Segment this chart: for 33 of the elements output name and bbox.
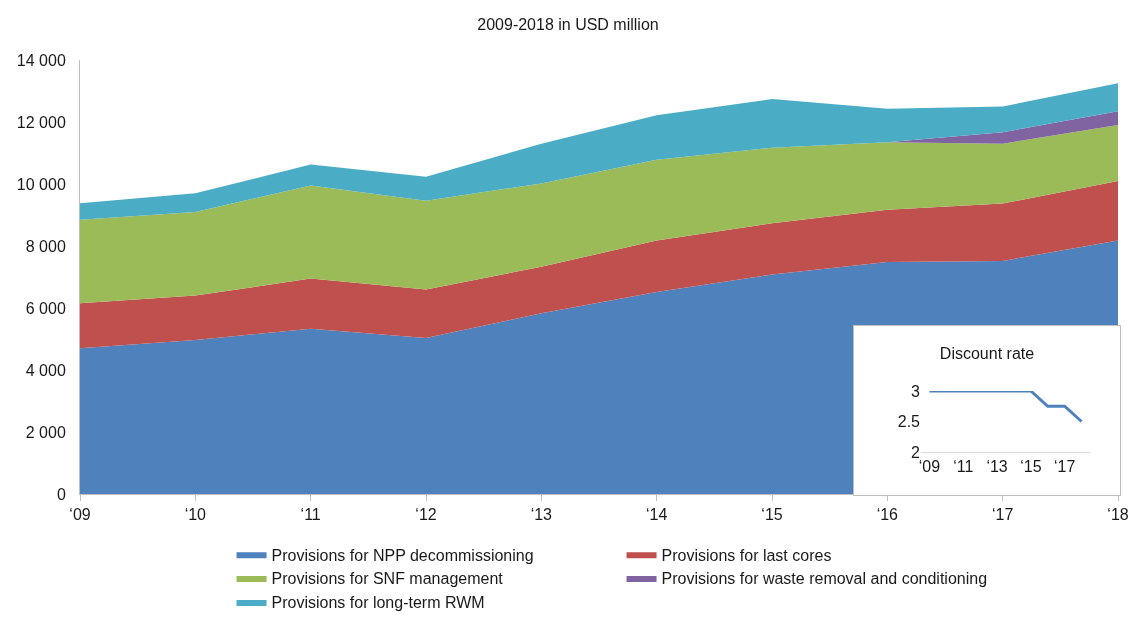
x-tick-label: ‘10 [184, 506, 207, 524]
x-tick-label: ‘11 [300, 506, 321, 524]
x-tick-label: ‘13 [986, 458, 1008, 476]
y-tick-label: 8 000 [25, 237, 66, 255]
y-tick-label: 12 000 [16, 113, 66, 131]
x-tick-label: ‘15 [1020, 458, 1042, 476]
y-tick-label: 4 000 [25, 361, 66, 379]
x-tick-label: ‘17 [1053, 458, 1076, 476]
legend-label: Provisions for NPP decommissioning [271, 546, 534, 564]
x-tick-label: ‘18 [1107, 506, 1129, 524]
y-tick-label: 2 [911, 443, 921, 461]
y-tick-label: 14 000 [16, 51, 66, 69]
x-tick-label: ‘14 [645, 506, 668, 524]
x-tick-label: ‘16 [876, 506, 899, 524]
x-tick-label: ‘15 [761, 506, 783, 524]
x-tick-label: ‘09 [69, 506, 91, 524]
chart-title: 2009-2018 in USD million [477, 16, 659, 34]
x-tick-label: ‘11 [953, 458, 974, 476]
x-tick-label: ‘13 [530, 506, 553, 524]
legend-label: Provisions for long-term RWM [271, 594, 485, 612]
legend-label: Provisions for SNF management [271, 570, 504, 588]
chart-title: Discount rate [939, 344, 1035, 362]
legend-label: Provisions for last cores [661, 546, 832, 564]
y-tick-label: 10 000 [16, 175, 66, 193]
y-tick-label: 0 [56, 485, 66, 503]
y-tick-label: 6 000 [25, 299, 66, 317]
legend-label: Provisions for waste removal and conditioning [661, 570, 988, 588]
y-tick-label: 3 [911, 382, 921, 400]
x-tick-label: ‘17 [991, 506, 1014, 524]
y-tick-label: 2.5 [897, 413, 921, 431]
y-tick-label: 2 000 [25, 423, 66, 441]
x-tick-label: ‘09 [918, 458, 941, 476]
x-tick-label: ‘12 [415, 506, 437, 524]
